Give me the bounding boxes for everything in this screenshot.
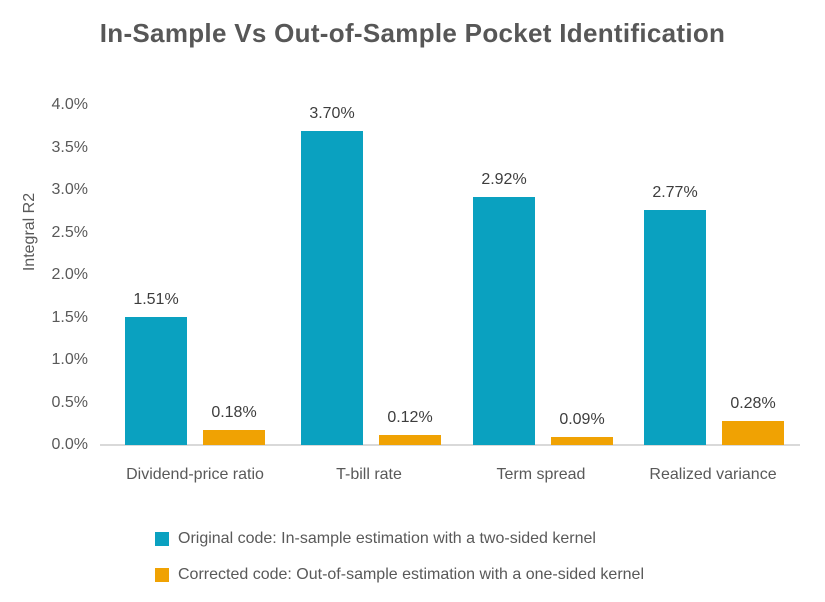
bar-value-label: 0.28% bbox=[730, 395, 776, 412]
x-axis-line bbox=[100, 444, 800, 446]
bar-original-t-bill-rate bbox=[301, 131, 363, 445]
y-tick-label: 3.5% bbox=[51, 138, 88, 156]
bar-value-label: 0.09% bbox=[559, 411, 605, 428]
y-tick-label: 0.5% bbox=[51, 393, 88, 411]
y-tick-label: 4.0% bbox=[51, 96, 88, 113]
bar-value-label: 0.18% bbox=[211, 404, 257, 421]
bar-value-label: 2.92% bbox=[481, 171, 527, 188]
category-label: Dividend-price ratio bbox=[126, 466, 264, 483]
bar-original-dividend-price-ratio bbox=[125, 317, 187, 445]
y-tick-label: 0.0% bbox=[51, 436, 88, 453]
bar-original-term-spread bbox=[473, 197, 535, 445]
bar-corrected-dividend-price-ratio bbox=[203, 430, 265, 445]
bar-original-realized-variance bbox=[644, 210, 706, 445]
bar-corrected-realized-variance bbox=[722, 421, 784, 445]
y-tick-label: 2.0% bbox=[51, 266, 88, 283]
chart-title: In-Sample Vs Out-of-Sample Pocket Identi… bbox=[99, 18, 726, 48]
bar-value-label: 1.51% bbox=[133, 291, 179, 308]
bar-corrected-t-bill-rate bbox=[379, 435, 441, 445]
category-label: Realized variance bbox=[649, 466, 777, 483]
bar-value-label: 3.70% bbox=[309, 105, 355, 122]
bar-value-label: 2.77% bbox=[652, 184, 698, 201]
y-tick-label: 1.0% bbox=[51, 351, 88, 368]
y-tick-label: 2.5% bbox=[51, 223, 88, 241]
category-label: T-bill rate bbox=[336, 466, 402, 483]
bar-value-label: 0.12% bbox=[387, 409, 433, 426]
y-tick-label: 3.0% bbox=[51, 181, 88, 198]
category-label: Term spread bbox=[496, 466, 586, 483]
y-tick-label: 1.5% bbox=[51, 308, 88, 326]
bar-corrected-term-spread bbox=[551, 437, 613, 445]
